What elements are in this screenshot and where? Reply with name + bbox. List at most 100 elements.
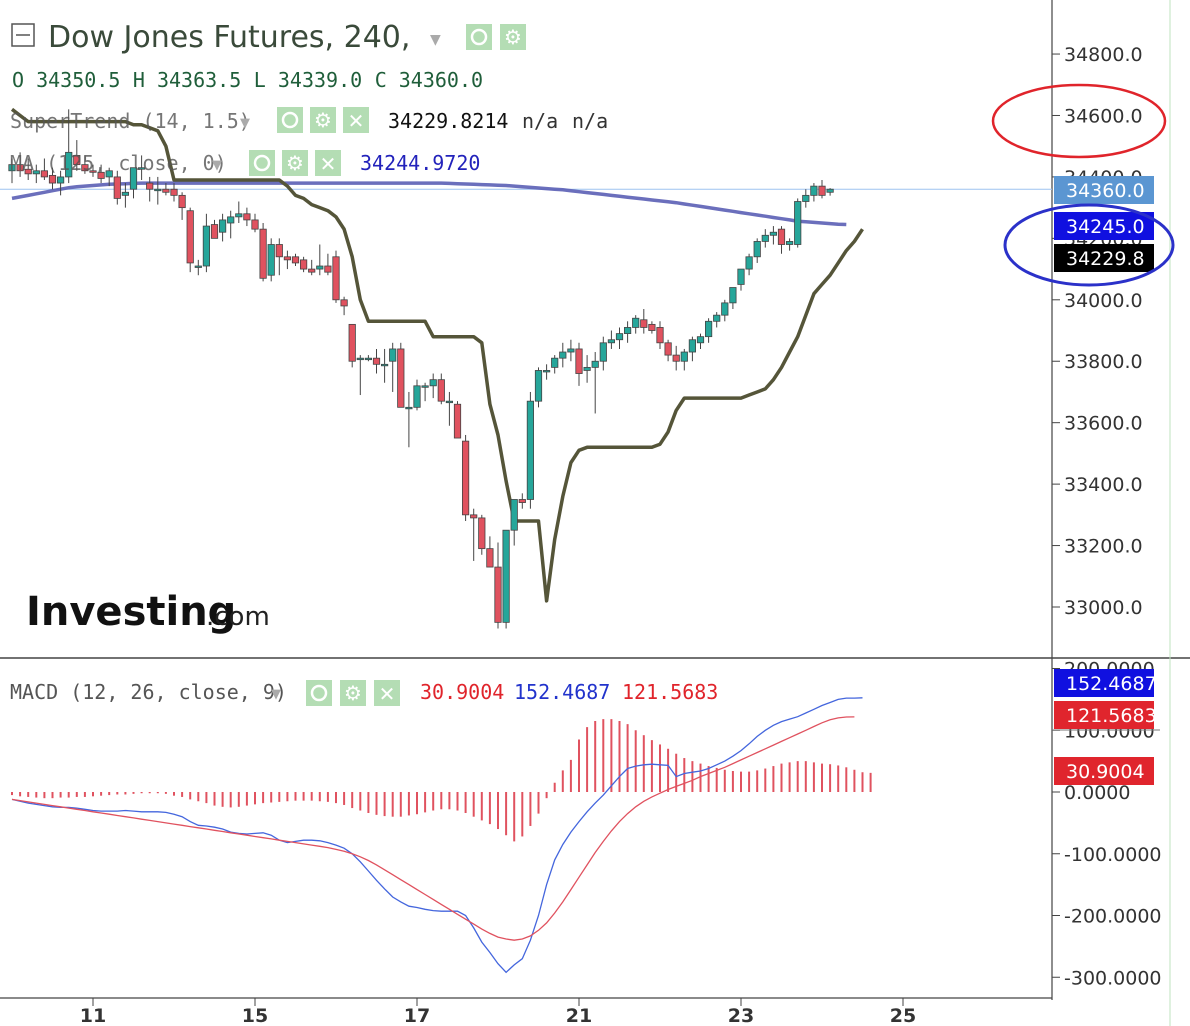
ohlc-item: C 34360.0 xyxy=(375,68,483,92)
candle xyxy=(65,109,73,184)
watermark-suffix: .com xyxy=(206,602,270,632)
candle xyxy=(113,170,121,205)
price-tick-label: 33200.0 xyxy=(1064,536,1143,558)
candle-body-down xyxy=(640,319,648,328)
candle-body-up xyxy=(559,351,567,359)
chevron-down-icon[interactable]: ▼ xyxy=(240,116,250,131)
candle-body-up xyxy=(680,351,688,362)
hist-value-tag: 30.9004 xyxy=(1054,757,1154,785)
eye-icon xyxy=(310,684,328,702)
candle xyxy=(316,244,324,276)
chevron-down-icon[interactable]: ▼ xyxy=(212,158,222,173)
candle-body-up xyxy=(316,265,324,270)
candle xyxy=(461,434,470,521)
candle xyxy=(518,493,526,509)
candle xyxy=(445,391,454,426)
candle-body-up xyxy=(121,191,129,196)
candle-body-down xyxy=(146,182,154,190)
candle xyxy=(291,253,300,267)
candle xyxy=(372,348,381,374)
candle xyxy=(615,327,624,349)
candle-body-down xyxy=(24,168,32,175)
candle-body-up xyxy=(745,256,753,270)
supertrend-settings-button[interactable]: ⚙ xyxy=(310,107,336,133)
candle-body-down xyxy=(186,210,194,264)
candle xyxy=(502,529,510,629)
candle xyxy=(543,364,551,380)
ma-settings-button[interactable]: ⚙ xyxy=(282,150,308,176)
candle-body-up xyxy=(389,348,397,362)
chevron-down-icon[interactable]: ▼ xyxy=(271,687,281,702)
candle xyxy=(656,321,664,349)
candle xyxy=(534,367,543,408)
candle xyxy=(227,210,235,239)
date-tick-label: 23 xyxy=(728,1005,754,1026)
candle xyxy=(567,339,575,362)
investing-watermark: Investing .com xyxy=(26,589,270,635)
candle-body-up xyxy=(786,241,794,245)
candle xyxy=(210,219,219,239)
last-price-tag-text: 34360.0 xyxy=(1066,180,1145,202)
macd-tick-label: -100.0000 xyxy=(1064,844,1162,866)
supertrend-remove-button[interactable]: ✕ xyxy=(343,107,369,133)
candle-body-up xyxy=(696,336,705,344)
date-tick-label: 17 xyxy=(404,1005,430,1026)
candle xyxy=(761,229,769,248)
candle-body-down xyxy=(494,566,502,623)
macd-value-tag: 152.4687 xyxy=(1054,669,1157,697)
candle-body-down xyxy=(372,357,381,365)
candle-body-down xyxy=(89,170,97,173)
candle xyxy=(48,167,57,190)
candle xyxy=(453,401,462,439)
candle xyxy=(591,352,599,414)
legend: Dow Jones Futures, 240, ▼ ⚙ O 34350.5 H 3… xyxy=(10,20,718,706)
candle xyxy=(267,238,275,282)
macd-layer xyxy=(11,697,872,974)
macd-line xyxy=(11,697,863,974)
price-tick-label: 33800.0 xyxy=(1064,351,1143,373)
candle-body-up xyxy=(526,400,535,500)
title-settings-button[interactable]: ⚙ xyxy=(500,24,526,50)
candle-body-up xyxy=(8,164,16,172)
macd-visibility-button[interactable] xyxy=(306,680,332,706)
chevron-down-icon[interactable]: ▼ xyxy=(430,32,441,48)
candle xyxy=(299,256,308,273)
macd-remove-button[interactable]: ✕ xyxy=(374,680,400,706)
signal-line xyxy=(11,716,855,941)
title-visibility-button[interactable] xyxy=(466,24,492,50)
candle xyxy=(251,213,259,233)
candle-body-down xyxy=(818,185,826,196)
red-annotation-ellipse xyxy=(991,83,1167,159)
hist-value-tag-bg xyxy=(1054,757,1154,785)
candle xyxy=(73,140,81,171)
supertrend-visibility-button[interactable] xyxy=(277,107,303,133)
ma-visibility-button[interactable] xyxy=(249,150,275,176)
collapse-toggle[interactable] xyxy=(11,23,35,47)
candle-body-down xyxy=(478,517,486,550)
candle xyxy=(202,213,210,273)
price-tick-label: 34600.0 xyxy=(1064,105,1143,127)
candle xyxy=(283,250,292,270)
candle-body-up xyxy=(502,529,510,623)
candle-body-down xyxy=(340,299,348,307)
candle xyxy=(259,223,267,282)
candle xyxy=(421,382,429,402)
chart-title: Dow Jones Futures, 240, xyxy=(48,20,410,55)
candle xyxy=(802,189,810,208)
ohlc-item: H 34363.5 xyxy=(133,68,241,92)
candle-body-down xyxy=(48,174,57,184)
ma-remove-button[interactable]: ✕ xyxy=(315,150,341,176)
candle-body-up xyxy=(753,241,761,258)
supertrend-line xyxy=(10,107,864,603)
candle xyxy=(348,323,356,368)
candle xyxy=(97,164,105,184)
macd-settings-button[interactable]: ⚙ xyxy=(340,680,366,706)
candle xyxy=(494,542,502,629)
candle xyxy=(364,355,373,362)
candle xyxy=(137,155,146,180)
price-tick-label: 34000.0 xyxy=(1064,290,1143,312)
candle-body-down xyxy=(453,403,462,439)
candle-body-up xyxy=(599,342,607,362)
date-tick-label: 25 xyxy=(890,1005,916,1026)
candle-body-up xyxy=(713,314,721,322)
